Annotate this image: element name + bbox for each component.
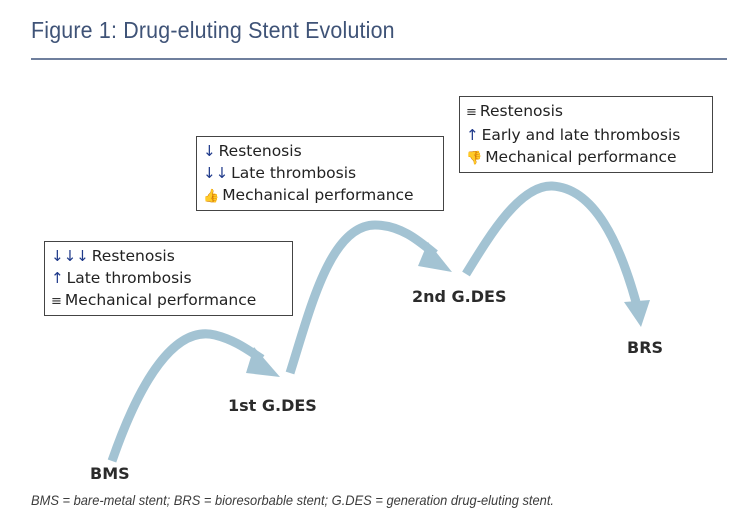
- equivalent-icon: ≡: [51, 294, 62, 309]
- effect-row: ↑ Early and late thrombosis: [466, 124, 706, 146]
- effect-label: Mechanical performance: [64, 291, 257, 309]
- thumbs-down-icon: 👎: [466, 151, 483, 166]
- up-arrow-icon: ↑: [466, 126, 479, 144]
- effect-row: ↓ Restenosis: [203, 140, 437, 162]
- title-divider: [31, 58, 727, 60]
- effect-row: ↓↓ Late thrombosis: [203, 162, 437, 184]
- box-2nd-gdes-to-brs: ≡ Restenosis ↑ Early and late thrombosis 👎…: [459, 96, 713, 173]
- node-brs: BRS: [627, 338, 664, 357]
- effect-label: Restenosis: [91, 247, 175, 265]
- down-arrow-icon: ↓: [203, 142, 216, 160]
- effect-row: ≡ Restenosis: [466, 100, 706, 124]
- box-bms-to-1st-gdes: ↓↓↓ Restenosis ↑ Late thrombosis ≡ Mechanic…: [44, 241, 293, 316]
- triple-down-arrow-icon: ↓↓↓: [51, 247, 89, 265]
- effect-row: ≡ Mechanical performance: [51, 289, 286, 313]
- double-down-arrow-icon: ↓↓: [203, 164, 229, 182]
- arrow-1st-to-2nd-gdes: [285, 220, 452, 375]
- node-bms: BMS: [90, 464, 130, 483]
- figure-title: Figure 1: Drug-eluting Stent Evolution: [31, 17, 395, 43]
- effect-label: Restenosis: [218, 142, 302, 160]
- effect-label: Late thrombosis: [231, 164, 357, 182]
- thumbs-up-icon: 👍: [203, 189, 220, 204]
- effect-row: 👍 Mechanical performance: [203, 184, 437, 208]
- effect-label: Mechanical performance: [222, 186, 414, 204]
- up-arrow-icon: ↑: [51, 269, 64, 287]
- equivalent-icon: ≡: [466, 105, 477, 120]
- node-1st-gdes: 1st G.DES: [228, 396, 317, 415]
- effect-row: 👎 Mechanical performance: [466, 146, 706, 170]
- box-1st-to-2nd-gdes: ↓ Restenosis ↓↓ Late thrombosis 👍 Mechanica…: [196, 136, 444, 211]
- node-2nd-gdes: 2nd G.DES: [412, 287, 507, 306]
- arrow-2nd-gdes-to-brs: [462, 181, 650, 327]
- effect-row: ↓↓↓ Restenosis: [51, 245, 286, 267]
- figure-caption: BMS = bare-metal stent; BRS = bioresorba…: [31, 492, 555, 508]
- arrow-bms-to-1st-gdes: [107, 329, 280, 463]
- effect-label: Late thrombosis: [66, 269, 192, 287]
- effect-row: ↑ Late thrombosis: [51, 267, 286, 289]
- effect-label: Early and late thrombosis: [481, 126, 681, 144]
- effect-label: Restenosis: [479, 102, 563, 120]
- effect-label: Mechanical performance: [485, 148, 677, 166]
